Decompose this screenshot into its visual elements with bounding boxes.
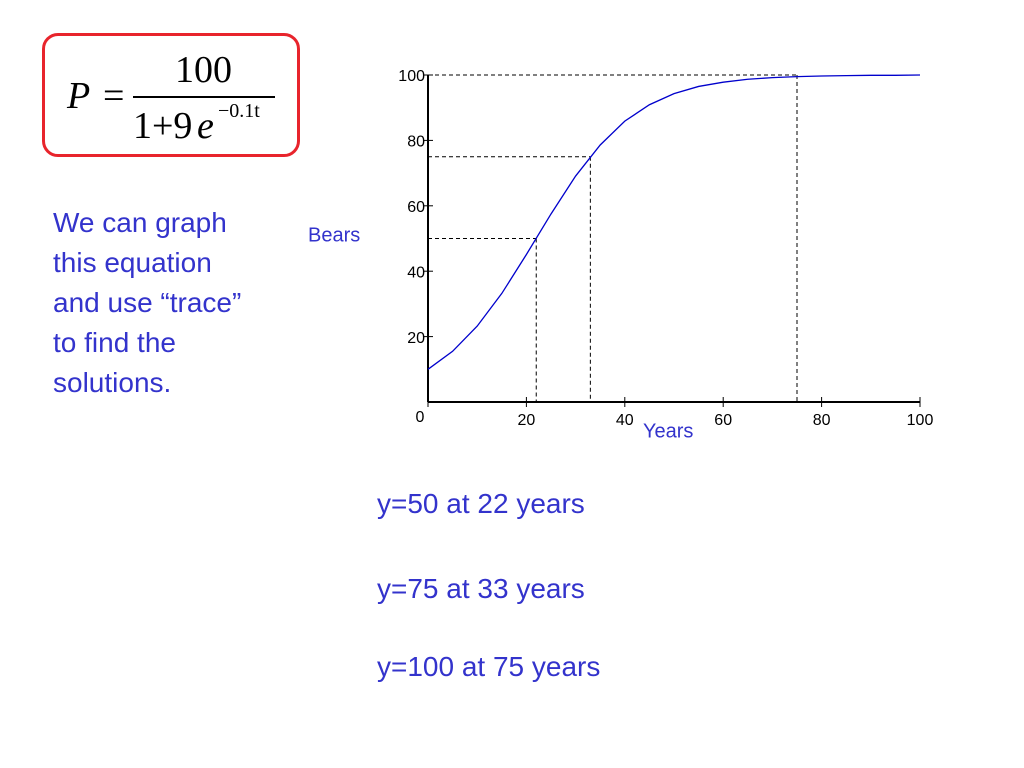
fraction-bar bbox=[133, 96, 275, 98]
x-tick-label: 0 bbox=[416, 409, 425, 426]
formula-exponent: −0.1t bbox=[218, 100, 260, 122]
x-tick-label: 20 bbox=[518, 412, 536, 429]
answer: y=75 at 33 years bbox=[377, 573, 585, 604]
text-line: to find the bbox=[53, 327, 176, 358]
x-tick-label: 80 bbox=[813, 412, 831, 429]
formula-denominator: 1+9 bbox=[133, 105, 193, 147]
text-line: and use “trace” bbox=[53, 287, 242, 318]
x-tick-label: 40 bbox=[616, 412, 634, 429]
text-line: this equation bbox=[53, 247, 212, 278]
curve bbox=[427, 74, 921, 370]
y-tick-label: 100 bbox=[398, 68, 425, 85]
y-axis-label: Bears bbox=[308, 224, 360, 246]
y-tick-label: 20 bbox=[407, 330, 425, 347]
x-axis-label: Years bbox=[643, 420, 693, 442]
x-tick-label: 60 bbox=[714, 412, 732, 429]
formula-numerator: 100 bbox=[175, 49, 232, 91]
y-tick-label: 80 bbox=[407, 134, 425, 151]
formula-base: e bbox=[197, 105, 214, 147]
y-tick-label: 40 bbox=[407, 264, 425, 281]
formula-box: P = 100 1+9 e −0.1t bbox=[42, 33, 300, 157]
y-tick-label: 60 bbox=[407, 199, 425, 216]
formula-lhs: P bbox=[67, 75, 91, 117]
explanation: We can graph this equation and use “trac… bbox=[53, 203, 241, 403]
answer: y=50 at 22 years bbox=[377, 488, 585, 519]
answer: y=100 at 75 years bbox=[377, 651, 601, 682]
text-line: We can graph bbox=[53, 207, 227, 238]
x-tick-label: 100 bbox=[907, 412, 934, 429]
formula-equals: = bbox=[103, 75, 125, 117]
text-line: solutions. bbox=[53, 367, 172, 398]
